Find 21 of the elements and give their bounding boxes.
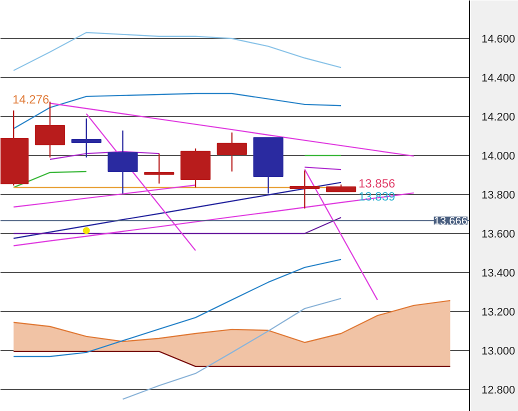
y-tick-label: 13.200 <box>482 306 516 318</box>
annotation: 14.276 <box>12 92 50 106</box>
y-tick-label: 14.600 <box>482 34 516 46</box>
y-tick-label: 12.800 <box>482 384 516 396</box>
y-tick-label: 14.000 <box>482 150 516 162</box>
candlestick <box>71 118 102 158</box>
annotation: 13.856 <box>358 176 396 190</box>
candlestick <box>290 170 320 210</box>
y-tick-label: 14.200 <box>482 112 516 124</box>
candlestick <box>144 152 174 184</box>
line-series <box>13 258 342 358</box>
y-tick-label: 13.000 <box>482 345 516 358</box>
y-tick-label: 13.600 <box>482 228 516 240</box>
line-series <box>13 92 342 130</box>
line-series <box>49 102 414 157</box>
y-tick-label: 13.800 <box>482 189 516 202</box>
line-series <box>13 300 451 344</box>
line-series <box>13 32 342 72</box>
y-tick-label: 13.400 <box>482 267 516 280</box>
line-series <box>122 298 342 400</box>
y-tick-label: 14.400 <box>482 72 516 85</box>
